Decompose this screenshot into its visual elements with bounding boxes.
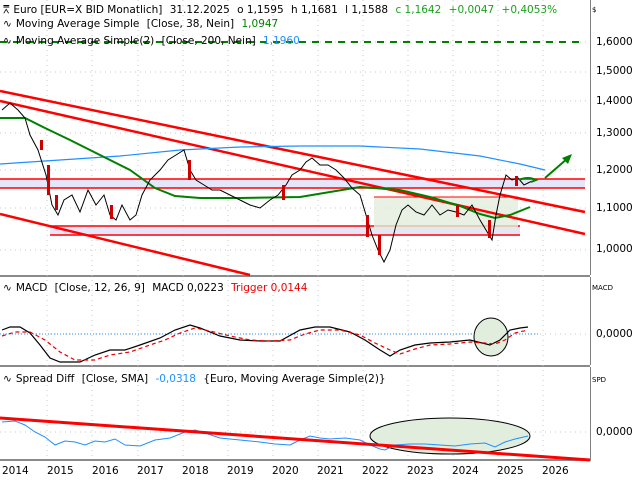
ma200-value: 1,1960 [263, 35, 300, 47]
close-value: c 1,1642 [395, 4, 442, 16]
year-tick: 2022 [362, 465, 389, 477]
macd-axis-title: MACD [592, 284, 613, 292]
year-tick: 2015 [47, 465, 74, 477]
macd-zero-tick: 0,0000 [596, 328, 633, 340]
candles [40, 140, 518, 255]
year-tick: 2019 [227, 465, 254, 477]
indicator-icon: ∿ [3, 35, 12, 47]
price-tick: 1,1000 [596, 202, 633, 214]
spread-legend[interactable]: ∿ Spread Diff [Close, SMA] -0,0318 {Euro,… [3, 372, 390, 386]
high-value: h 1,1681 [291, 4, 338, 16]
indicator-icon: ∿ [3, 282, 12, 294]
open-value: o 1,1595 [237, 4, 284, 16]
macd-value: MACD 0,0223 [152, 282, 224, 294]
spd-zero-tick: 0,0000 [596, 426, 633, 438]
ma200-params: [Close, 200, Nein] [161, 35, 256, 47]
instrument-title: Euro [EUR=X BID Monatlich] [13, 4, 163, 16]
price-tick: 1,6000 [596, 36, 633, 48]
ma200-label: Moving Average Simple(2) [15, 35, 155, 47]
year-tick: 2017 [137, 465, 164, 477]
currency-label: $ [592, 6, 597, 14]
candle-icon: ⩞ [3, 4, 10, 16]
date-label: 31.12.2025 [169, 4, 230, 16]
year-tick: 2024 [452, 465, 479, 477]
spread-value: -0,0318 [155, 373, 196, 385]
macd-params: [Close, 12, 26, 9] [54, 282, 145, 294]
bottom-border [0, 459, 591, 461]
macd-legend[interactable]: ∿ MACD [Close, 12, 26, 9] MACD 0,0223 Tri… [3, 281, 311, 295]
year-tick: 2026 [542, 465, 569, 477]
pane-divider[interactable] [0, 365, 590, 367]
macd-label: MACD [15, 282, 48, 294]
year-tick: 2021 [317, 465, 344, 477]
price-tick: 1,3000 [596, 127, 633, 139]
spread-params: [Close, SMA] [81, 373, 149, 385]
price-tick: 1,5000 [596, 65, 633, 77]
price-legend: ⩞ Euro [EUR=X BID Monatlich] 31.12.2025 o… [3, 3, 561, 17]
indicator-icon: ∿ [3, 373, 12, 385]
year-tick: 2023 [407, 465, 434, 477]
year-tick: 2014 [2, 465, 29, 477]
price-tick: 1,2000 [596, 164, 633, 176]
year-tick: 2025 [497, 465, 524, 477]
indicator-icon: ∿ [3, 18, 12, 30]
spread-label: Spread Diff [15, 373, 75, 385]
year-tick: 2020 [272, 465, 299, 477]
price-tick: 1,4000 [596, 95, 633, 107]
ma38-label: Moving Average Simple [15, 18, 140, 30]
price-tick: 1,0000 [596, 243, 633, 255]
year-tick: 2016 [92, 465, 119, 477]
year-tick: 2018 [182, 465, 209, 477]
spread-source: {Euro, Moving Average Simple(2)} [203, 373, 386, 385]
spd-axis-title: SPD [592, 376, 607, 384]
change-abs: +0,0047 [448, 4, 495, 16]
low-value: l 1,1588 [345, 4, 389, 16]
trigger-value: Trigger 0,0144 [231, 282, 308, 294]
ma38-value: 1,0947 [241, 18, 279, 30]
ma38-params: [Close, 38, Nein] [146, 18, 235, 30]
change-pct: +0,4053% [501, 4, 558, 16]
ma38-legend[interactable]: ∿ Moving Average Simple [Close, 38, Nein]… [3, 17, 282, 31]
ma200-legend[interactable]: ∿ Moving Average Simple(2) [Close, 200, N… [3, 34, 304, 48]
pane-divider[interactable] [0, 275, 590, 277]
